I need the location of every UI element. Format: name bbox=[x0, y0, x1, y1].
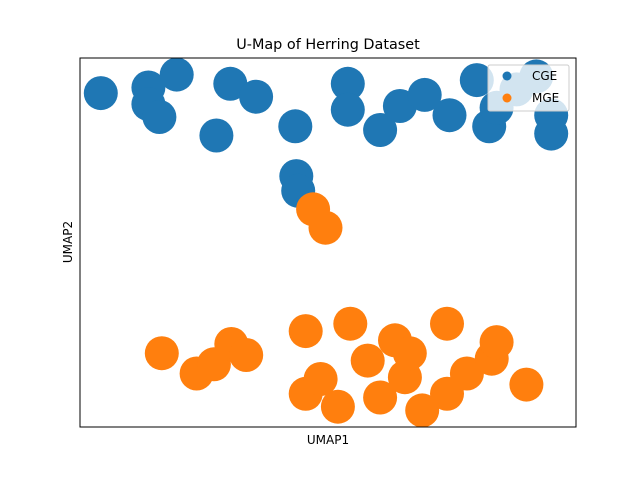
point-mge-17 bbox=[405, 393, 440, 427]
point-mge-13 bbox=[363, 380, 398, 415]
legend: CGE MGE bbox=[487, 64, 570, 112]
point-mge-16 bbox=[392, 336, 427, 371]
point-cge-13 bbox=[363, 113, 398, 147]
point-mge-1 bbox=[308, 210, 343, 245]
point-cge-6 bbox=[213, 66, 248, 101]
point-mge-11 bbox=[333, 306, 368, 341]
point-mge-22 bbox=[479, 325, 514, 360]
plot-frame bbox=[79, 57, 577, 428]
point-mge-10 bbox=[320, 389, 355, 424]
point-cge-7 bbox=[239, 79, 274, 114]
point-cge-12 bbox=[330, 92, 365, 127]
legend-marker-mge bbox=[502, 93, 512, 103]
point-cge-17 bbox=[459, 63, 494, 98]
point-mge-2 bbox=[144, 336, 179, 371]
point-cge-23 bbox=[534, 116, 569, 151]
y-axis-label: UMAP2 bbox=[61, 221, 75, 263]
legend-label-mge: MGE bbox=[532, 91, 559, 105]
point-mge-6 bbox=[229, 338, 264, 372]
legend-marker-cge bbox=[502, 71, 512, 81]
point-cge-0 bbox=[83, 76, 118, 111]
legend-label-cge: CGE bbox=[532, 69, 557, 83]
point-mge-20 bbox=[449, 356, 484, 391]
x-axis-label: UMAP1 bbox=[307, 433, 349, 447]
point-cge-4 bbox=[159, 58, 194, 92]
point-cge-11 bbox=[330, 66, 365, 101]
point-cge-3 bbox=[142, 100, 177, 134]
point-cge-5 bbox=[199, 118, 234, 153]
point-cge-16 bbox=[432, 98, 467, 133]
point-mge-23 bbox=[509, 367, 544, 402]
point-mge-19 bbox=[430, 306, 464, 341]
chart-title: U-Map of Herring Dataset bbox=[236, 37, 420, 53]
point-cge-15 bbox=[407, 77, 442, 112]
point-mge-8 bbox=[288, 314, 323, 349]
point-cge-8 bbox=[278, 109, 313, 144]
point-mge-12 bbox=[350, 343, 385, 378]
point-mge-9 bbox=[303, 362, 338, 396]
